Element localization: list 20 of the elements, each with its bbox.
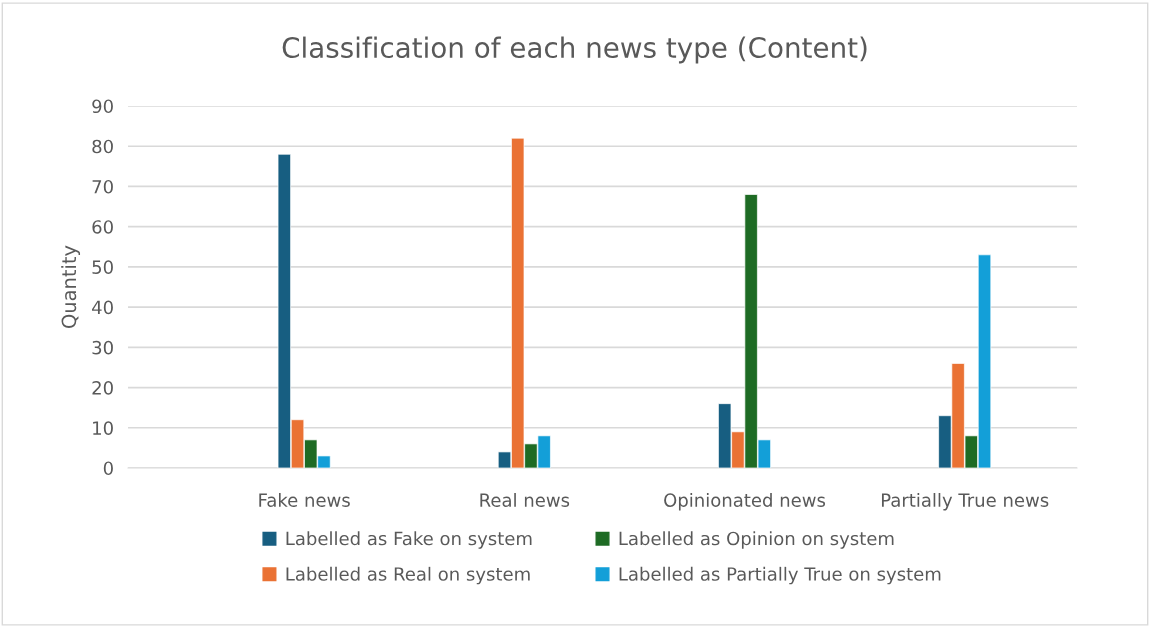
y-axis-title: Quantity (61, 245, 81, 328)
y-tick-label: 90 (92, 99, 113, 114)
y-tick-label: 70 (92, 179, 113, 194)
y-tick-label: 0 (103, 461, 113, 476)
y-tick-label: 30 (92, 340, 113, 355)
legend-label: Labelled as Opinion on system (619, 531, 894, 549)
x-tick-label: Real news (480, 493, 570, 507)
y-tick-label: 10 (93, 421, 113, 435)
legend-label: Labelled as Real on system (286, 566, 530, 585)
x-tick-label: Fake news (259, 493, 350, 507)
legend-label: Labelled as Fake on system (286, 531, 532, 549)
x-tick-label: Opinionated news (664, 493, 826, 511)
y-tick-label: 20 (92, 381, 113, 395)
chart-title: Classification of each news type (Content) (282, 36, 867, 64)
legend-label: Labelled as Partially True on system (619, 566, 941, 585)
y-tick-label: 80 (92, 139, 113, 154)
y-tick-label: 60 (92, 220, 113, 234)
x-tick-label: Partially True news (881, 493, 1049, 511)
y-tick-label: 40 (92, 300, 113, 315)
y-tick-label: 50 (92, 260, 113, 275)
